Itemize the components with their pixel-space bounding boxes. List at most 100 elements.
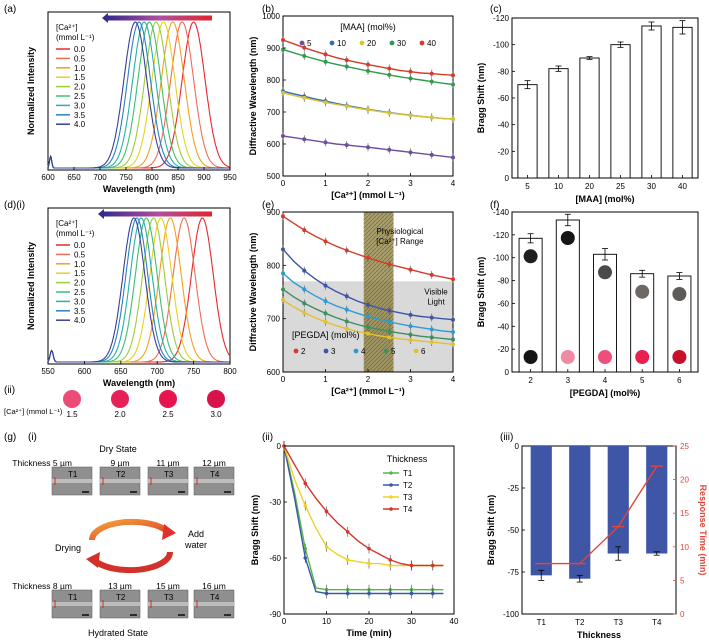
hydrogel-photo-dry [672,287,687,301]
x-tick-label: 4 [451,179,456,188]
y-tick-label: -100 [493,254,510,263]
y-tick-label: -60 [269,554,281,563]
x-tick-label: 3 [566,376,571,385]
legend-label: 5 [307,39,312,48]
bar [548,68,569,179]
legend-marker [299,40,305,46]
data-point [344,104,349,109]
x-tick-label: 3 [408,179,413,188]
dii-value: 2.5 [162,410,174,419]
legend-marker [293,348,299,354]
data-point [388,591,393,596]
x-tick-label: T1 [537,618,547,627]
bar [530,446,552,576]
data-point [303,503,308,508]
data-point [281,47,285,52]
data-point [323,319,328,324]
x-tick-label: 0 [282,617,287,626]
chart-e: (e) Physiological[Ca²⁺] Range VisibleLight… [248,200,456,396]
x-tick-label: 1 [323,375,328,384]
legend-label: 1.5 [74,269,86,278]
cycle-arrow-top [88,518,171,541]
data-point [323,239,328,244]
x-axis-label: [PEGDA] (mol%) [570,388,641,398]
legend-marker [419,40,425,46]
plot-frame [47,11,231,171]
y-tick-label: 600 [267,140,281,149]
y-tick-label: -100 [493,41,510,50]
data-point [429,340,434,345]
band-label: [Ca²⁺] Range [376,237,424,246]
legend-label: 3.0 [74,101,86,110]
panel-label-e: (e) [262,200,274,211]
y2-tick-label: 20 [680,476,689,485]
sample-tag: T2 [116,470,126,479]
x-tick-label: 2 [528,376,533,385]
response-time-line [541,465,658,565]
data-point [451,317,455,322]
x-tick-label: 4 [603,376,608,385]
y-axis-label: Bragg Shift (nm) [476,63,486,134]
chart-c: (c) 5 10 20 25 30 40 0 -20 -40 -60 -80 -100 -120 [MAA]… [476,4,699,204]
x-axis-label: [Ca²⁺] (mmol L⁻¹) [331,190,405,200]
film-layer [100,479,140,483]
y-tick-label: 0 [277,442,282,451]
film-layer [52,602,92,606]
data-point [409,563,414,568]
thickness-value: 9 µm [110,458,129,468]
data-point [324,591,329,596]
data-point [366,314,370,319]
y-tick-label: 600 [267,368,281,377]
legend-label: 10 [337,39,346,48]
x-tick-label: 1 [323,179,328,188]
y-tick-label: -100 [503,610,520,619]
y-tick-label: 0 [515,442,520,451]
data-point [408,267,413,272]
panel-label-gi: (i) [28,432,37,443]
data-point [366,107,370,112]
data-point [388,563,393,568]
x-tick-label: 5 [640,376,645,385]
data-point [451,73,455,78]
chart-d: (d)(i) 550 600 650 700 750 800 Wavelength (nm) N… [4,200,237,388]
data-point [323,59,328,64]
data-point [323,140,328,145]
data-point [323,52,328,57]
legend-label: 2.5 [74,92,86,101]
data-point [429,315,434,320]
data-point [344,307,349,312]
kinetic-line [283,445,444,591]
data-point [281,90,285,95]
legend-marker [389,507,393,511]
panel-label-gii: (ii) [262,432,273,443]
x-tick-label: 800 [223,367,237,376]
data-point [303,481,308,486]
data-point [302,95,307,100]
y-tick-label: 0 [505,174,510,183]
thickness-value: 15 µm [156,581,180,591]
x-tick-label: 550 [41,367,55,376]
y-tick-label: 700 [267,315,281,324]
y-tick-label: 800 [267,76,281,85]
band-label: Physiological [377,227,424,236]
panel-label-b: (b) [262,4,274,15]
data-point [387,147,392,152]
hydrogel-dot [63,390,81,408]
legend-marker [389,471,393,475]
x-tick-label: 30 [407,617,416,626]
panel-label-a: (a) [4,4,16,15]
x-tick-label: 700 [151,367,165,376]
x-tick-label: 650 [114,367,128,376]
x-tick-label: 6 [677,376,682,385]
dii-value: 1.5 [66,410,78,419]
legend-label: 40 [427,39,436,48]
cycle-arrowhead [162,524,176,540]
sample-tag: T4 [210,593,220,602]
add-water-label: water [184,540,207,550]
y-axis-label: Bragg Shift (nm) [250,495,260,566]
data-point [429,71,434,76]
panel-gi: (g) (i) Dry State Hydrated State Thickness 5… [4,432,235,638]
data-point [388,558,393,562]
chart-giii: (iii) T1 T2 T3 T4 0 -25 -50 -75 -100 0 5 10 15 20 25 Thi… [486,432,708,640]
legend-label: T1 [403,469,413,478]
